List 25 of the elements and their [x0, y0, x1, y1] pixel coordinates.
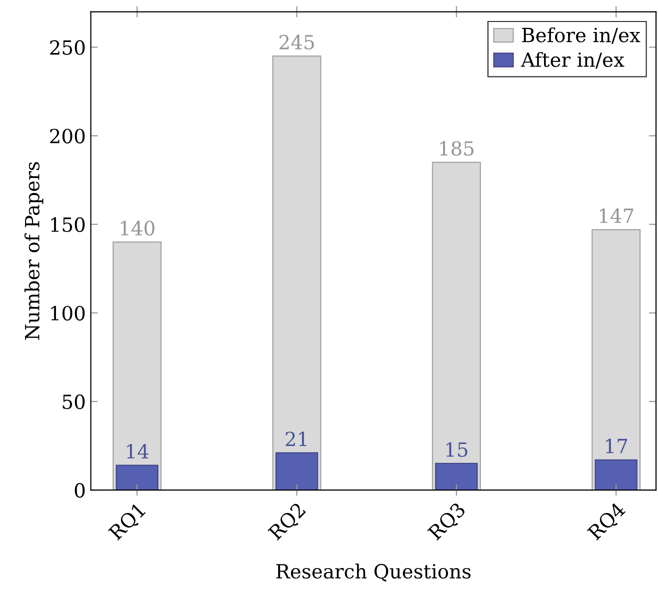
data-label: 17	[606, 438, 628, 454]
data-label: 14	[127, 444, 148, 458]
legend-label: Before in/ex	[522, 27, 640, 44]
data-label: 21	[286, 432, 306, 446]
bar	[435, 462, 478, 490]
y-tick-label: 50	[62, 394, 85, 410]
bar	[116, 464, 158, 490]
y-tick-label: 250	[50, 40, 85, 55]
data-label: 15	[446, 442, 468, 457]
data-label: 140	[120, 220, 154, 236]
y-tick-label: 150	[51, 217, 85, 232]
data-label: 245	[280, 34, 314, 50]
data-label: 185	[440, 141, 474, 156]
y-tick-label: 100	[51, 306, 85, 321]
legend-label: After in/ex	[520, 52, 624, 69]
y-tick-label: 200	[50, 128, 85, 144]
bar	[112, 242, 162, 490]
y-axis-title: Number of Papers	[24, 162, 44, 340]
bar	[272, 56, 322, 490]
bar	[432, 162, 481, 490]
bar	[275, 452, 318, 490]
bar	[594, 459, 638, 490]
x-axis-title: Research Questions	[276, 564, 471, 582]
data-label: 147	[600, 208, 634, 223]
y-tick-label: 0	[74, 483, 85, 498]
